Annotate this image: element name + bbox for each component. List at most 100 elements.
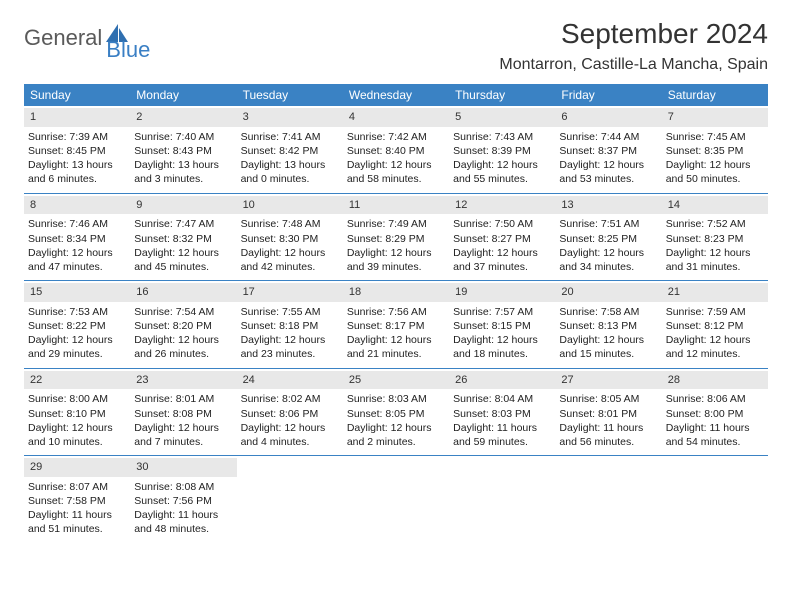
day-number: 12	[449, 196, 555, 215]
day-number: 29	[24, 458, 130, 477]
sunrise-line: Sunrise: 7:52 AM	[666, 217, 764, 231]
sunrise-line: Sunrise: 8:03 AM	[347, 392, 445, 406]
day-cell-empty	[343, 456, 449, 543]
day-number: 20	[555, 283, 661, 302]
brand-logo: General Blue	[24, 18, 176, 51]
sunset-line: Sunset: 8:10 PM	[28, 407, 126, 421]
day-cell: 25 Sunrise: 8:03 AMSunset: 8:05 PMDayligh…	[343, 369, 449, 456]
day-cell: 29Sunrise: 8:07 AMSunset: 7:58 PMDayligh…	[24, 456, 130, 543]
sunset-line: Sunset: 8:18 PM	[241, 319, 339, 333]
daylight-line: Daylight: 12 hours and 2 minutes.	[347, 421, 445, 449]
sunrise-line: Sunrise: 7:50 AM	[453, 217, 551, 231]
daylight-line: Daylight: 12 hours and 53 minutes.	[559, 158, 657, 186]
day-cell: 18Sunrise: 7:56 AMSunset: 8:17 PMDayligh…	[343, 281, 449, 368]
day-cell-empty	[662, 456, 768, 543]
daylight-line: Daylight: 12 hours and 18 minutes.	[453, 333, 551, 361]
day-cell: 27 Sunrise: 8:05 AMSunset: 8:01 PMDayligh…	[555, 369, 661, 456]
sunrise-line: Sunrise: 8:07 AM	[28, 480, 126, 494]
daylight-line: Daylight: 13 hours and 3 minutes.	[134, 158, 232, 186]
day-cell-empty	[449, 456, 555, 543]
sunrise-line: Sunrise: 7:44 AM	[559, 130, 657, 144]
sunset-line: Sunset: 7:56 PM	[134, 494, 232, 508]
day-number: 2	[130, 108, 236, 127]
sunrise-line: Sunrise: 7:53 AM	[28, 305, 126, 319]
sunset-line: Sunset: 8:05 PM	[347, 407, 445, 421]
sunrise-line: Sunrise: 8:05 AM	[559, 392, 657, 406]
sunset-line: Sunset: 8:30 PM	[241, 232, 339, 246]
sunset-line: Sunset: 8:01 PM	[559, 407, 657, 421]
day-cell: 22Sunrise: 8:00 AMSunset: 8:10 PMDayligh…	[24, 369, 130, 456]
daylight-line: Daylight: 12 hours and 31 minutes.	[666, 246, 764, 274]
daylight-line: Daylight: 12 hours and 23 minutes.	[241, 333, 339, 361]
weekday-wednesday: Wednesday	[343, 84, 449, 106]
day-cell: 17Sunrise: 7:55 AMSunset: 8:18 PMDayligh…	[237, 281, 343, 368]
weekday-sunday: Sunday	[24, 84, 130, 106]
day-number: 16	[130, 283, 236, 302]
daylight-line: Daylight: 12 hours and 58 minutes.	[347, 158, 445, 186]
week-row: 15Sunrise: 7:53 AMSunset: 8:22 PMDayligh…	[24, 281, 768, 369]
sunrise-line: Sunrise: 7:42 AM	[347, 130, 445, 144]
day-number: 10	[237, 196, 343, 215]
day-number: 27	[555, 371, 661, 390]
day-cell: 16Sunrise: 7:54 AMSunset: 8:20 PMDayligh…	[130, 281, 236, 368]
day-cell: 30Sunrise: 8:08 AMSunset: 7:56 PMDayligh…	[130, 456, 236, 543]
day-cell: 8Sunrise: 7:46 AMSunset: 8:34 PMDaylight…	[24, 194, 130, 281]
daylight-line: Daylight: 11 hours and 48 minutes.	[134, 508, 232, 536]
day-number: 24	[237, 371, 343, 390]
sunrise-line: Sunrise: 7:56 AM	[347, 305, 445, 319]
weekday-tuesday: Tuesday	[237, 84, 343, 106]
daylight-line: Daylight: 12 hours and 47 minutes.	[28, 246, 126, 274]
daylight-line: Daylight: 12 hours and 4 minutes.	[241, 421, 339, 449]
sunrise-line: Sunrise: 7:48 AM	[241, 217, 339, 231]
sunset-line: Sunset: 8:06 PM	[241, 407, 339, 421]
sunrise-line: Sunrise: 7:57 AM	[453, 305, 551, 319]
sunrise-line: Sunrise: 7:47 AM	[134, 217, 232, 231]
day-cell: 14Sunrise: 7:52 AMSunset: 8:23 PMDayligh…	[662, 194, 768, 281]
day-number: 11	[343, 196, 449, 215]
sunrise-line: Sunrise: 7:51 AM	[559, 217, 657, 231]
day-number: 17	[237, 283, 343, 302]
sunrise-line: Sunrise: 8:06 AM	[666, 392, 764, 406]
day-number: 18	[343, 283, 449, 302]
daylight-line: Daylight: 13 hours and 0 minutes.	[241, 158, 339, 186]
week-row: 22Sunrise: 8:00 AMSunset: 8:10 PMDayligh…	[24, 369, 768, 457]
sunset-line: Sunset: 8:40 PM	[347, 144, 445, 158]
day-cell: 9Sunrise: 7:47 AMSunset: 8:32 PMDaylight…	[130, 194, 236, 281]
sunrise-line: Sunrise: 7:41 AM	[241, 130, 339, 144]
daylight-line: Daylight: 12 hours and 12 minutes.	[666, 333, 764, 361]
sunrise-line: Sunrise: 7:40 AM	[134, 130, 232, 144]
month-title: September 2024	[499, 18, 768, 50]
sunset-line: Sunset: 8:34 PM	[28, 232, 126, 246]
daylight-line: Daylight: 12 hours and 10 minutes.	[28, 421, 126, 449]
sunrise-line: Sunrise: 8:01 AM	[134, 392, 232, 406]
sunset-line: Sunset: 8:15 PM	[453, 319, 551, 333]
sunrise-line: Sunrise: 7:39 AM	[28, 130, 126, 144]
sunset-line: Sunset: 8:22 PM	[28, 319, 126, 333]
daylight-line: Daylight: 11 hours and 56 minutes.	[559, 421, 657, 449]
day-cell: 12Sunrise: 7:50 AMSunset: 8:27 PMDayligh…	[449, 194, 555, 281]
day-cell: 6Sunrise: 7:44 AMSunset: 8:37 PMDaylight…	[555, 106, 661, 193]
sunrise-line: Sunrise: 8:04 AM	[453, 392, 551, 406]
sunset-line: Sunset: 8:37 PM	[559, 144, 657, 158]
sunset-line: Sunset: 8:43 PM	[134, 144, 232, 158]
day-cell: 1Sunrise: 7:39 AMSunset: 8:45 PMDaylight…	[24, 106, 130, 193]
daylight-line: Daylight: 11 hours and 54 minutes.	[666, 421, 764, 449]
day-cell: 26Sunrise: 8:04 AMSunset: 8:03 PMDayligh…	[449, 369, 555, 456]
daylight-line: Daylight: 12 hours and 26 minutes.	[134, 333, 232, 361]
day-number: 23	[130, 371, 236, 390]
brand-word2: Blue	[106, 37, 150, 63]
daylight-line: Daylight: 13 hours and 6 minutes.	[28, 158, 126, 186]
day-number: 25	[343, 371, 449, 390]
sunset-line: Sunset: 8:39 PM	[453, 144, 551, 158]
sunset-line: Sunset: 8:13 PM	[559, 319, 657, 333]
day-number: 9	[130, 196, 236, 215]
day-cell: 15Sunrise: 7:53 AMSunset: 8:22 PMDayligh…	[24, 281, 130, 368]
sunset-line: Sunset: 8:12 PM	[666, 319, 764, 333]
title-block: September 2024 Montarron, Castille-La Ma…	[499, 18, 768, 74]
sunset-line: Sunset: 8:32 PM	[134, 232, 232, 246]
day-cell: 2 Sunrise: 7:40 AMSunset: 8:43 PMDaylight…	[130, 106, 236, 193]
day-cell: 5Sunrise: 7:43 AMSunset: 8:39 PMDaylight…	[449, 106, 555, 193]
day-number: 7	[662, 108, 768, 127]
weekday-header-row: Sunday Monday Tuesday Wednesday Thursday…	[24, 84, 768, 106]
daylight-line: Daylight: 11 hours and 51 minutes.	[28, 508, 126, 536]
